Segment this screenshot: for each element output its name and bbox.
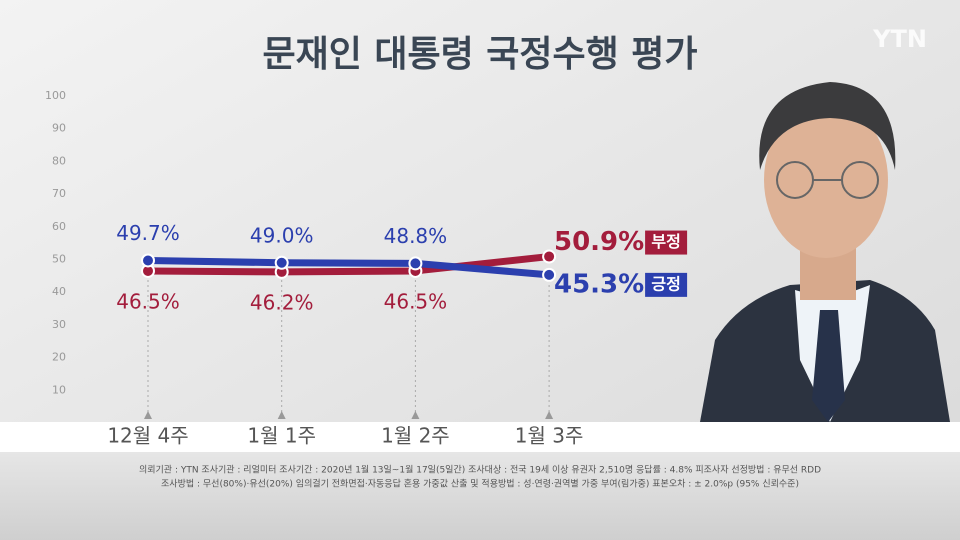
guide-arrow (411, 411, 420, 419)
legend-entry: 긍정 (651, 274, 680, 293)
portrait (700, 82, 950, 422)
logo: YTN (872, 25, 927, 53)
guide-arrow (277, 411, 286, 419)
y-tick-label: 100 (45, 89, 66, 102)
data-point (542, 249, 557, 264)
guide-arrow (545, 411, 554, 419)
value-label: 50.9% (554, 227, 644, 257)
data-point (408, 256, 423, 271)
data-point (274, 255, 289, 270)
x-tick-label: 1월 3주 (515, 424, 584, 448)
value-label: 46.5% (384, 289, 448, 313)
footer-band (0, 452, 960, 540)
value-label: 45.3% (554, 269, 644, 299)
category-band (0, 422, 960, 452)
legend-entry: 부정 (651, 232, 680, 251)
value-label: 49.0% (250, 223, 314, 247)
value-label: 46.5% (116, 289, 180, 313)
data-point (542, 267, 557, 282)
data-point (141, 253, 155, 268)
guide-arrow (144, 411, 152, 419)
y-tick-label: 70 (52, 187, 66, 200)
x-tick-label: 12월 4주 (107, 424, 188, 448)
series-line (147, 253, 550, 276)
y-tick-label: 40 (52, 285, 66, 298)
footnote: 의뢰기관 : YTN 조사기관 : 리얼미터 조사기간 : 2020년 1월 1… (139, 464, 821, 476)
y-tick-label: 60 (52, 220, 66, 233)
value-label: 48.8% (384, 224, 448, 248)
series-line (147, 256, 550, 279)
value-label: 49.7% (116, 221, 180, 245)
x-tick-label: 1월 2주 (381, 424, 450, 448)
x-tick-label: 1월 1주 (247, 424, 316, 448)
y-tick-label: 10 (52, 383, 66, 396)
y-tick-label: 50 (52, 253, 66, 266)
y-tick-label: 20 (52, 351, 66, 364)
value-label: 46.2% (250, 290, 314, 314)
legend-tag (645, 230, 688, 255)
y-tick-label: 30 (52, 318, 66, 331)
footnote: 조사방법 : 무선(80%)·유선(20%) 임의걸기 전화면접·자동응답 혼용… (161, 478, 799, 490)
legend-tag (645, 272, 688, 297)
chart-title: 문재인 대통령 국정수행 평가 (262, 34, 697, 75)
y-tick-label: 80 (52, 154, 66, 167)
y-tick-label: 90 (52, 122, 66, 135)
